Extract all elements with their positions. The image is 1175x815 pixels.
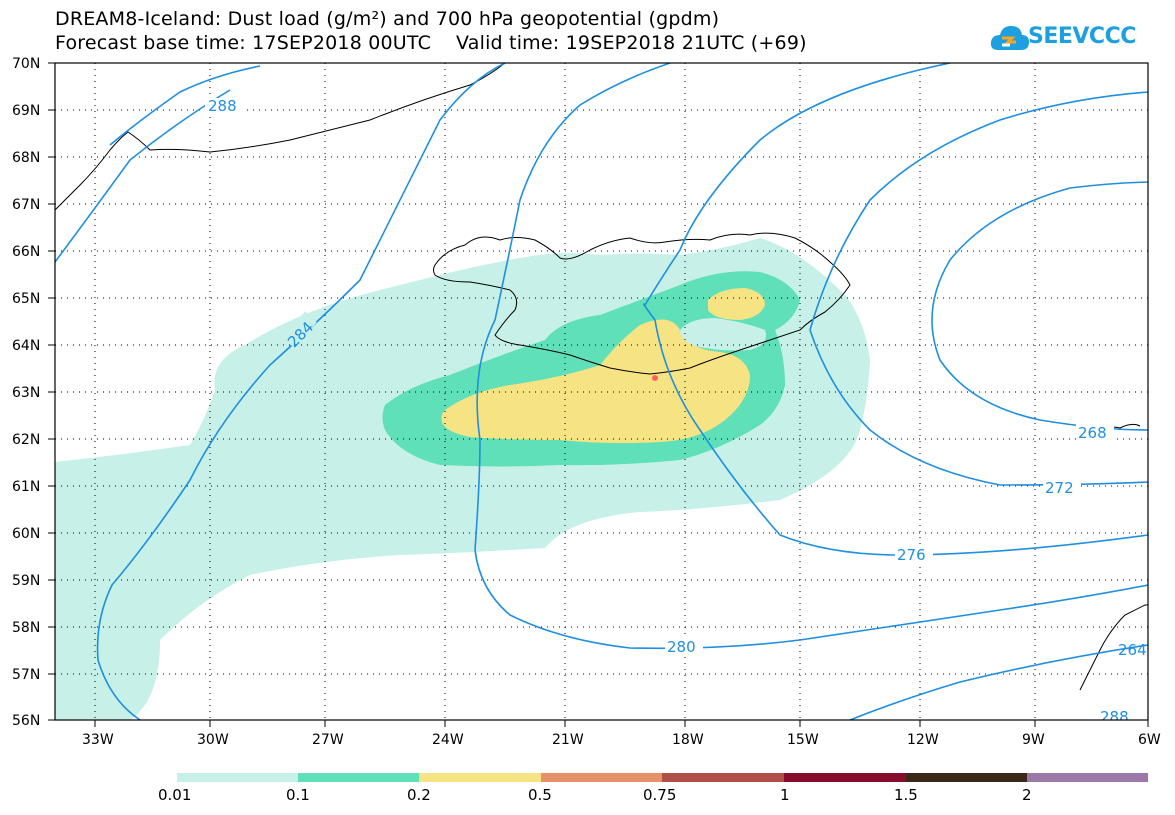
contour-268 [931,181,1148,431]
legend-colorbar [177,773,1148,782]
lat-label: 61N [12,479,40,495]
lon-label: 24W [432,732,464,748]
lon-label: 33W [82,732,114,748]
legend-label: 1 [780,786,790,804]
legend-swatch [1027,773,1148,782]
legend-label: 1.5 [894,786,918,804]
seevccc-logo: SEEVCCC [990,20,1140,56]
lon-label: 9W [1022,732,1045,748]
longitude-labels: 33W 30W 27W 24W 21W 18W 15W 12W 9W 6W [82,732,1161,748]
map-title: DREAM8-Iceland: Dust load (g/m²) and 700… [55,8,720,30]
dust-area-0-2 [441,319,750,444]
lon-label: 27W [312,732,344,748]
legend-labels: 0.01 0.1 0.2 0.5 0.75 1 1.5 2 [158,786,1032,804]
dust-area-0-2-north [708,288,765,320]
legend-label: 0.2 [407,786,431,804]
cloud-icon [990,26,1029,50]
lon-label: 6W [1138,732,1161,748]
lat-label: 57N [12,667,40,683]
legend-label: 0.75 [643,786,676,804]
lat-label: 66N [12,244,40,260]
contour-276 [642,63,1148,556]
contour-284-se [849,644,1148,720]
lat-label: 63N [12,385,40,401]
greenland-coast [55,63,506,211]
gridlines [55,63,1148,720]
legend-label: 0.01 [158,786,191,804]
dust-area-inner-0-01 [680,318,766,351]
lat-label: 70N [12,56,40,72]
legend-swatch [298,773,419,782]
lon-label: 21W [552,732,584,748]
axis-ticks [48,62,1149,727]
lat-label: 64N [12,338,40,354]
legend-swatch [784,773,906,782]
lat-label: 56N [12,713,40,729]
lat-label: 58N [12,620,40,636]
contour-label: 272 [1045,479,1074,497]
legend-label: 0.5 [528,786,552,804]
lat-label: 60N [12,526,40,542]
lon-label: 12W [907,732,939,748]
lat-label: 69N [12,103,40,119]
contour-label: 276 [897,546,926,564]
contour-label: 280 [667,638,696,656]
lat-label: 68N [12,150,40,166]
source-marker [652,375,658,381]
lat-label: 65N [12,291,40,307]
lat-label: 67N [12,197,40,213]
legend-swatch [662,773,784,782]
lon-label: 15W [787,732,819,748]
latitude-labels: 70N 69N 68N 67N 66N 65N 64N 63N 62N 61N … [12,56,40,729]
legend-label: 0.1 [286,786,310,804]
lon-label: 30W [197,732,229,748]
contour-label: 288 [1100,708,1129,726]
contour-284 [55,63,506,720]
legend-swatch [541,773,662,782]
map-plot-area: 288 284 280 276 272 268 264 288 [55,63,1148,726]
contour-label: 264 [1118,641,1147,659]
contour-280 [474,63,1148,650]
contour-288-top [109,65,261,146]
scotland-coast [1079,604,1148,691]
legend-label: 2 [1022,786,1032,804]
legend-swatch [177,773,298,782]
iceland-coast [433,232,851,375]
lat-label: 62N [12,432,40,448]
legend-swatch [906,773,1027,782]
legend-swatch [419,773,541,782]
forecast-time-info: Forecast base time: 17SEP2018 00UTC Vali… [55,32,807,54]
lat-label: 59N [12,573,40,589]
contour-label: 288 [208,97,237,115]
logo-text: SEEVCCC [1028,24,1136,49]
contour-label: 268 [1078,424,1107,442]
lon-label: 18W [672,732,704,748]
